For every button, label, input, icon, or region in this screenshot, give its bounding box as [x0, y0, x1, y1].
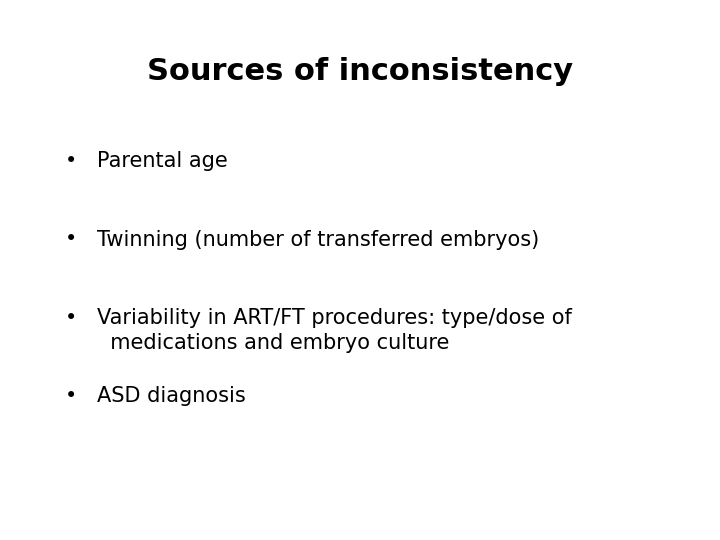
Text: ASD diagnosis: ASD diagnosis — [97, 386, 246, 406]
Text: •: • — [65, 151, 77, 171]
Text: •: • — [65, 230, 77, 249]
Text: Parental age: Parental age — [97, 151, 228, 171]
Text: •: • — [65, 386, 77, 406]
Text: Variability in ART/FT procedures: type/dose of
  medications and embryo culture: Variability in ART/FT procedures: type/d… — [97, 308, 572, 353]
Text: Twinning (number of transferred embryos): Twinning (number of transferred embryos) — [97, 230, 539, 249]
Text: Sources of inconsistency: Sources of inconsistency — [147, 57, 573, 86]
Text: •: • — [65, 308, 77, 328]
